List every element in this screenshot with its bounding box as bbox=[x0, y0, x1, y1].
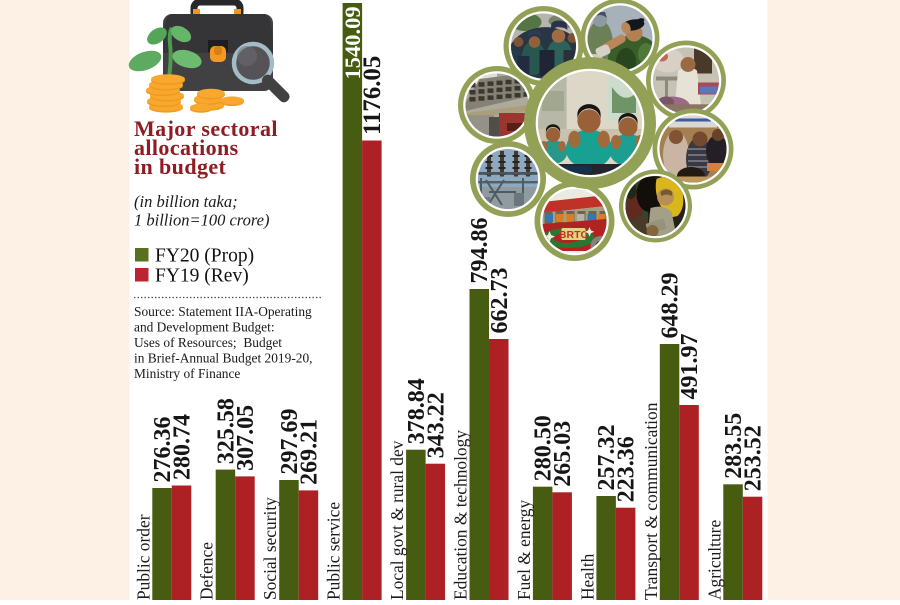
svg-text:297.69: 297.69 bbox=[277, 409, 303, 475]
svg-text:283.55: 283.55 bbox=[721, 413, 747, 479]
svg-text:FY19 (Rev): FY19 (Rev) bbox=[155, 266, 249, 287]
svg-text:280.74: 280.74 bbox=[170, 414, 196, 480]
svg-text:1176.05: 1176.05 bbox=[359, 56, 386, 135]
svg-text:307.05: 307.05 bbox=[233, 405, 259, 471]
svg-text:Fuel & energy: Fuel & energy bbox=[514, 500, 534, 600]
svg-text:Local govt & rural dev: Local govt & rural dev bbox=[387, 440, 407, 600]
svg-text:Education & technology: Education & technology bbox=[451, 430, 471, 600]
svg-text:Public service: Public service bbox=[324, 502, 344, 600]
svg-text:269.21: 269.21 bbox=[296, 419, 322, 485]
svg-text:1540.09: 1540.09 bbox=[340, 6, 365, 79]
svg-text:(in billion taka;: (in billion taka; bbox=[134, 192, 238, 211]
svg-text:491.97: 491.97 bbox=[677, 334, 703, 400]
svg-text:325.58: 325.58 bbox=[213, 398, 239, 464]
svg-text:257.32: 257.32 bbox=[594, 425, 620, 491]
svg-text:in budget: in budget bbox=[134, 154, 227, 179]
svg-text:Social security: Social security bbox=[260, 497, 280, 600]
svg-text:253.52: 253.52 bbox=[741, 425, 767, 491]
svg-text:223.36: 223.36 bbox=[614, 436, 640, 502]
svg-text:Uses of Resources; Budget: Uses of Resources; Budget bbox=[134, 335, 282, 350]
svg-text:Defence: Defence bbox=[197, 542, 217, 600]
svg-text:Agriculture: Agriculture bbox=[704, 520, 724, 600]
svg-text:1 billion=100 crore): 1 billion=100 crore) bbox=[134, 211, 269, 230]
svg-text:276.36: 276.36 bbox=[150, 417, 176, 483]
svg-text:FY20 (Prop): FY20 (Prop) bbox=[155, 246, 254, 267]
svg-text:Ministry of Finance: Ministry of Finance bbox=[134, 366, 240, 381]
svg-text:Major sectoral: Major sectoral bbox=[134, 116, 278, 141]
svg-text:and Development Budget:: and Development Budget: bbox=[134, 320, 275, 335]
svg-text:Health: Health bbox=[577, 553, 597, 600]
svg-text:378.84: 378.84 bbox=[404, 378, 430, 444]
svg-text:Transport & communication: Transport & communication bbox=[641, 402, 661, 600]
svg-text:662.73: 662.73 bbox=[487, 268, 513, 334]
svg-text:794.86: 794.86 bbox=[467, 218, 493, 284]
svg-text:Public order: Public order bbox=[133, 514, 153, 600]
svg-text:265.03: 265.03 bbox=[550, 421, 576, 487]
svg-text:280.50: 280.50 bbox=[531, 415, 557, 481]
svg-text:343.22: 343.22 bbox=[423, 392, 449, 458]
svg-text:allocations: allocations bbox=[134, 135, 239, 160]
svg-text:648.29: 648.29 bbox=[658, 273, 684, 339]
svg-text:BRTC: BRTC bbox=[559, 229, 589, 241]
svg-text:Source: Statement IIA-Operatin: Source: Statement IIA-Operating bbox=[134, 304, 312, 319]
svg-text:in Brief-Annual Budget 2019-20: in Brief-Annual Budget 2019-20, bbox=[134, 351, 313, 366]
